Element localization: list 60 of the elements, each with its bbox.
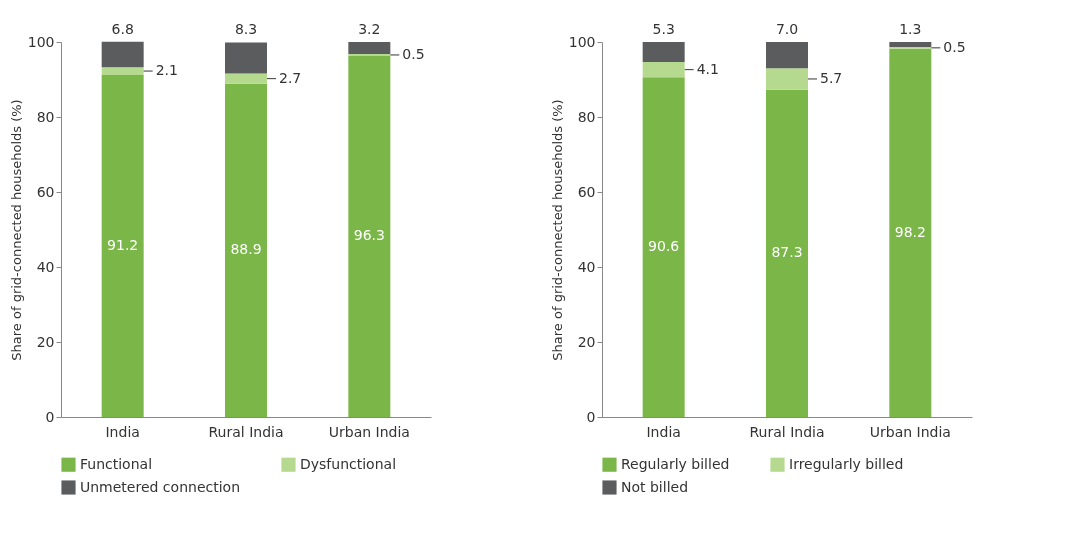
y-tick-label: 60 bbox=[36, 183, 55, 200]
data-label: 87.3 bbox=[771, 244, 803, 261]
bar bbox=[766, 68, 808, 90]
y-tick-label: 20 bbox=[36, 333, 55, 350]
bar bbox=[101, 67, 144, 75]
bar bbox=[225, 73, 267, 84]
data-label: 88.9 bbox=[230, 241, 262, 258]
x-tick-label: India bbox=[646, 423, 681, 440]
y-tick-label: 100 bbox=[568, 33, 596, 50]
bar bbox=[348, 55, 391, 417]
legend-label: Not billed bbox=[621, 478, 689, 495]
data-label: 96.3 bbox=[353, 227, 385, 244]
legend-label: Dysfunctional bbox=[300, 455, 397, 472]
data-label: 90.6 bbox=[648, 238, 680, 255]
data-label: 1.3 bbox=[899, 21, 922, 37]
bar bbox=[642, 42, 685, 62]
y-axis-title: Share of grid-connected households (%) bbox=[8, 99, 24, 361]
legend-label: Regularly billed bbox=[621, 455, 730, 472]
data-label: 7.0 bbox=[775, 21, 799, 37]
bar bbox=[889, 42, 932, 47]
y-axis-title: Share of grid-connected households (%) bbox=[549, 99, 565, 361]
data-label: 3.2 bbox=[358, 21, 381, 37]
legend-label: Functional bbox=[80, 455, 153, 472]
bar bbox=[642, 77, 685, 417]
y-tick-label: 0 bbox=[45, 408, 55, 425]
legend-label: Unmetered connection bbox=[80, 478, 241, 495]
data-label: 2.7 bbox=[279, 69, 302, 86]
x-tick-label: Rural India bbox=[749, 423, 825, 440]
y-tick-label: 100 bbox=[27, 33, 55, 50]
data-label: 6.8 bbox=[111, 20, 134, 37]
y-tick-label: 40 bbox=[36, 258, 55, 275]
data-label: 98.2 bbox=[894, 223, 926, 240]
data-label: 5.7 bbox=[820, 69, 843, 86]
data-label: 0.5 bbox=[402, 45, 425, 62]
bar bbox=[348, 42, 391, 54]
bar bbox=[889, 48, 932, 417]
bar bbox=[225, 42, 267, 74]
bar bbox=[642, 61, 685, 78]
x-tick-label: India bbox=[105, 423, 140, 440]
data-label: 4.1 bbox=[696, 60, 719, 77]
x-tick-label: Rural India bbox=[208, 423, 284, 440]
y-tick-label: 80 bbox=[577, 108, 596, 125]
y-tick-label: 80 bbox=[36, 108, 55, 125]
bar bbox=[101, 75, 144, 417]
bar bbox=[101, 41, 144, 68]
y-tick-label: 60 bbox=[577, 183, 596, 200]
x-tick-label: Urban India bbox=[328, 423, 410, 440]
x-tick-label: Urban India bbox=[869, 423, 951, 440]
bar bbox=[766, 42, 808, 69]
data-label: 5.3 bbox=[652, 21, 675, 37]
data-label: 2.1 bbox=[155, 62, 178, 79]
data-label: 8.3 bbox=[234, 21, 258, 38]
y-tick-label: 20 bbox=[577, 333, 596, 350]
y-tick-label: 0 bbox=[586, 408, 596, 425]
bar bbox=[766, 89, 808, 417]
y-tick-label: 40 bbox=[577, 258, 596, 275]
data-label: 0.5 bbox=[943, 38, 966, 55]
bar bbox=[225, 83, 267, 417]
data-label: 91.2 bbox=[107, 237, 139, 253]
legend-label: Irregularly billed bbox=[789, 455, 904, 472]
